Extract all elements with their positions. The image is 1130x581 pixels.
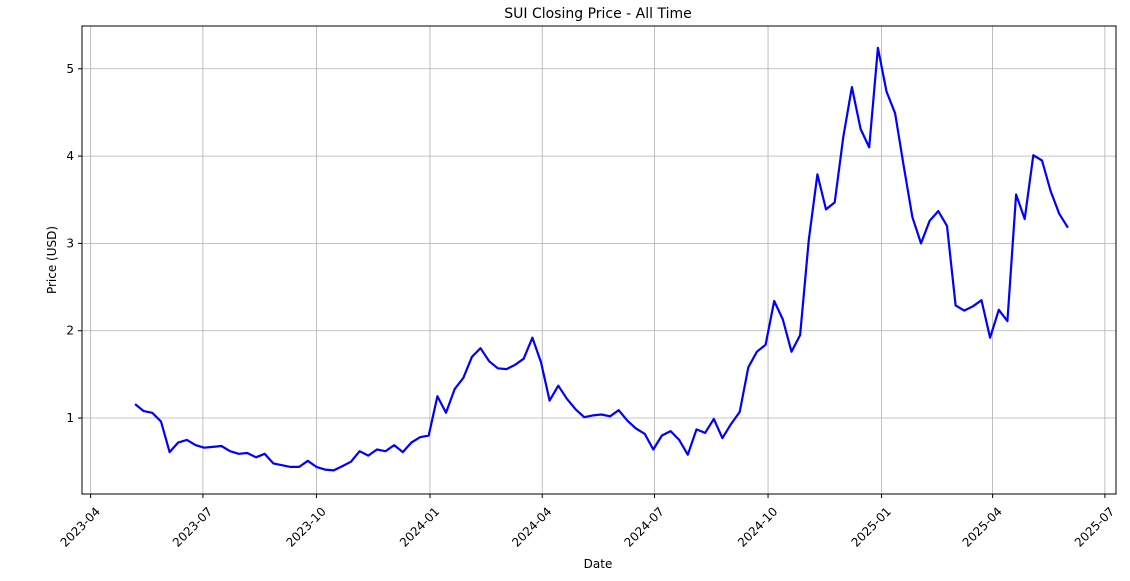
y-tick-label: 4 xyxy=(66,149,74,163)
x-tick-label: 2024-04 xyxy=(509,504,554,549)
x-tick-label: 2025-07 xyxy=(1072,504,1117,549)
grid xyxy=(82,26,1116,494)
y-tick-label: 5 xyxy=(66,62,74,76)
x-tick-label: 2025-01 xyxy=(849,504,894,549)
x-tick-label: 2023-10 xyxy=(283,504,328,549)
y-tick-label: 2 xyxy=(66,324,74,338)
x-tick-label: 2024-07 xyxy=(622,504,667,549)
x-axis: 2023-04 2023-07 2023-10 2024-01 2024-04 2024-… xyxy=(58,494,1117,550)
y-axis-title: Price (USD) xyxy=(45,226,59,294)
x-tick-label: 2024-01 xyxy=(397,504,442,549)
x-axis-title: Date xyxy=(584,557,613,571)
x-tick-label: 2023-04 xyxy=(58,504,103,549)
y-tick-label: 1 xyxy=(66,411,74,425)
plot-frame xyxy=(81,25,1117,495)
x-tick-label: 2024-10 xyxy=(735,504,780,549)
series-layer xyxy=(134,46,1069,472)
x-tick-label: 2025-04 xyxy=(960,504,1005,549)
chart-title: SUI Closing Price - All Time xyxy=(504,6,692,22)
x-tick-label: 2023-07 xyxy=(170,504,215,549)
y-tick-label: 3 xyxy=(66,236,74,250)
y-axis: 1 2 3 4 5 xyxy=(66,62,82,425)
price-line xyxy=(134,46,1069,472)
